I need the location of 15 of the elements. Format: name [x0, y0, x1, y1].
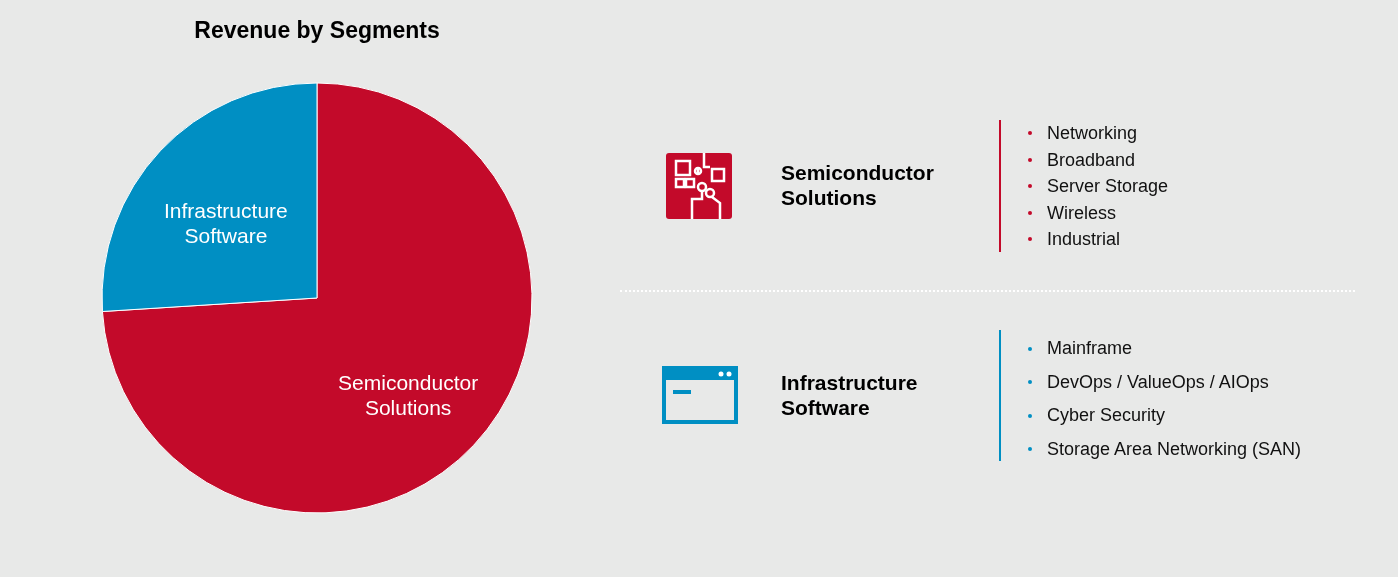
text: Wireless	[1046, 201, 1117, 225]
slice-label: Infrastructure Software	[164, 199, 288, 248]
text: Infrastructure Software	[781, 370, 919, 420]
slice-label: Semiconductor Solutions	[338, 370, 479, 419]
text: Cyber Security	[1046, 404, 1167, 427]
pie-slice	[101, 82, 533, 514]
text: Broadband	[1046, 148, 1137, 172]
text: Industrial	[1046, 228, 1122, 251]
text: Storage Area Networking (SAN)	[1046, 437, 1302, 461]
text: Mainframe	[1046, 337, 1134, 360]
text: Semiconductor Solutions	[781, 160, 935, 210]
text: Networking	[1046, 122, 1139, 145]
chart-title: Revenue by Segments	[194, 17, 440, 43]
text: DevOps / ValueOps / AIOps	[1046, 370, 1270, 394]
text: Server Storage	[1046, 175, 1169, 198]
